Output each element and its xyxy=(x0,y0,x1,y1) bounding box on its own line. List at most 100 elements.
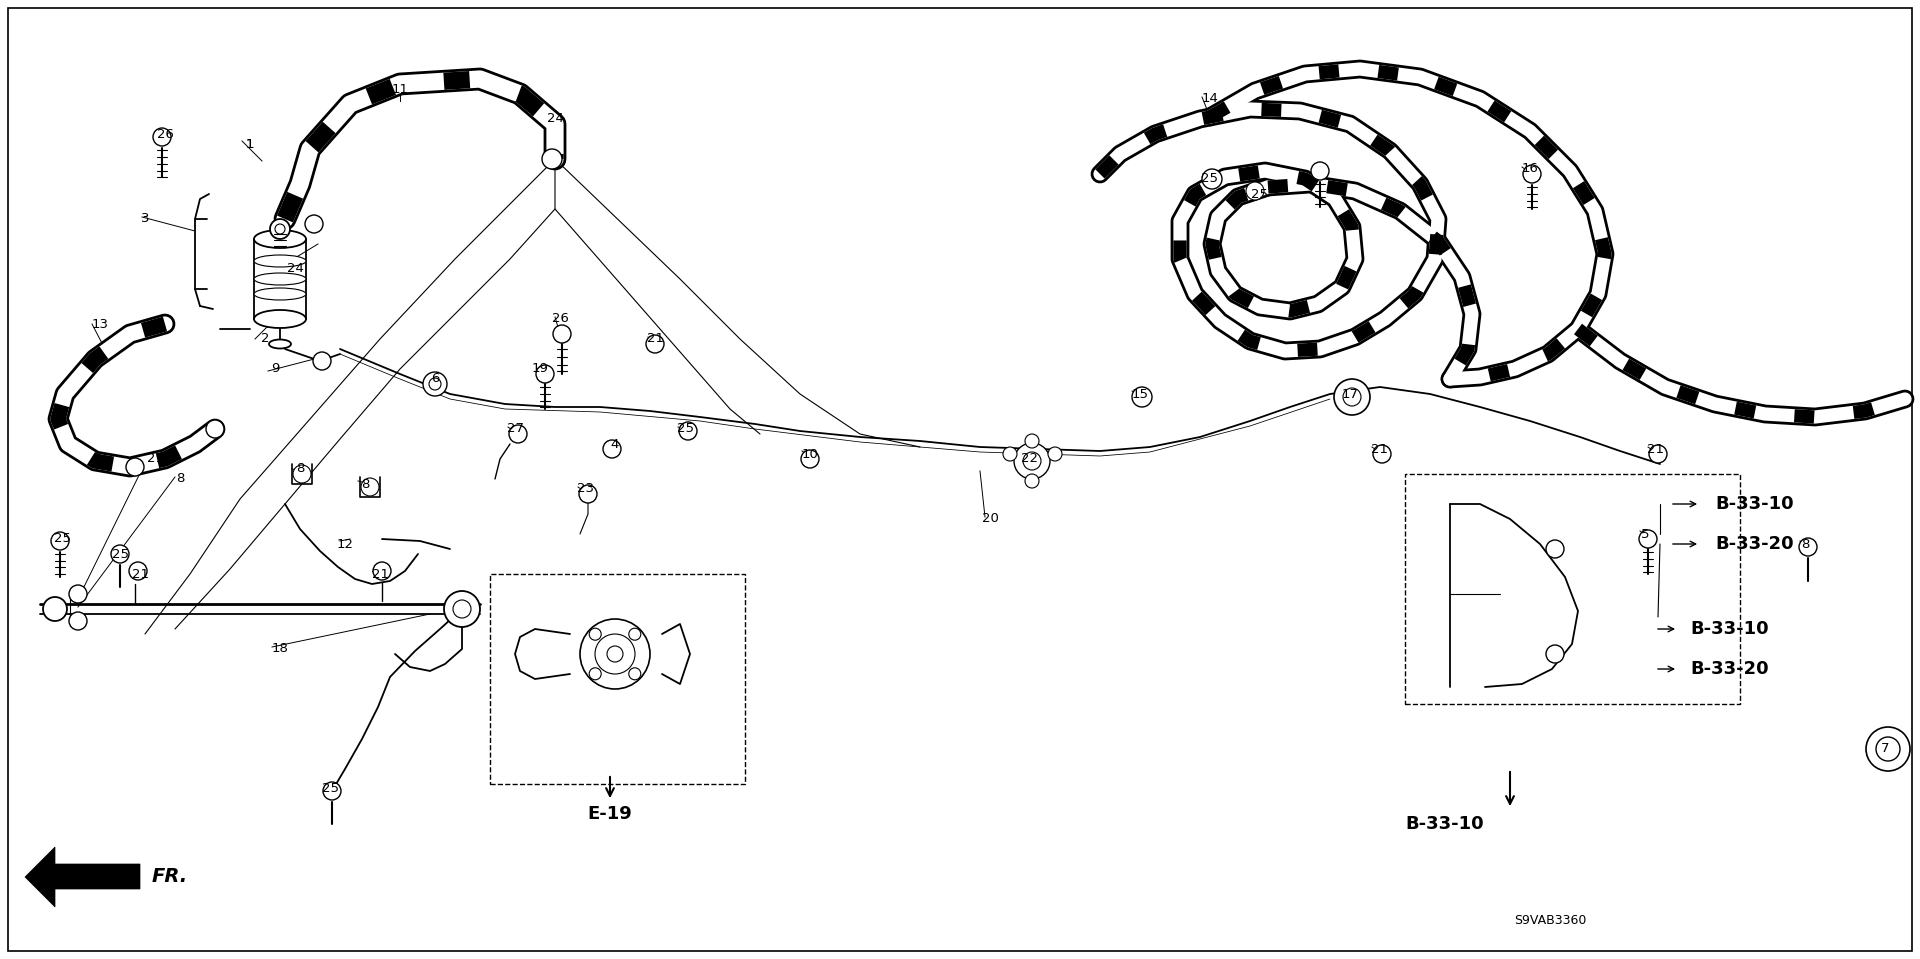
Circle shape xyxy=(275,224,284,234)
Text: 25: 25 xyxy=(321,783,338,796)
Circle shape xyxy=(69,612,86,630)
Circle shape xyxy=(52,532,69,550)
Circle shape xyxy=(553,325,570,343)
Circle shape xyxy=(1311,162,1329,180)
Circle shape xyxy=(1002,447,1018,461)
Text: B-33-20: B-33-20 xyxy=(1716,535,1795,553)
Polygon shape xyxy=(25,847,140,907)
Ellipse shape xyxy=(253,310,305,328)
Circle shape xyxy=(361,478,378,496)
Text: 1: 1 xyxy=(246,137,253,151)
Bar xyxy=(490,574,745,784)
Circle shape xyxy=(453,600,470,618)
Circle shape xyxy=(1373,445,1390,463)
Text: 6: 6 xyxy=(430,372,440,386)
Circle shape xyxy=(313,352,330,370)
Circle shape xyxy=(205,420,225,438)
Text: 27: 27 xyxy=(507,423,524,435)
Circle shape xyxy=(1866,727,1910,771)
Circle shape xyxy=(1014,443,1050,479)
Circle shape xyxy=(509,425,526,443)
Circle shape xyxy=(1342,388,1361,406)
Circle shape xyxy=(422,372,447,396)
Text: 8: 8 xyxy=(296,462,303,476)
Circle shape xyxy=(428,378,442,390)
Text: E-19: E-19 xyxy=(588,805,632,823)
Ellipse shape xyxy=(253,288,305,300)
Text: 21: 21 xyxy=(647,333,664,345)
Text: 14: 14 xyxy=(1202,92,1219,105)
Text: 17: 17 xyxy=(1342,387,1359,401)
Circle shape xyxy=(589,628,601,641)
Text: 13: 13 xyxy=(92,317,109,331)
Circle shape xyxy=(801,450,820,468)
Circle shape xyxy=(1334,379,1371,415)
Text: 7: 7 xyxy=(1882,742,1889,756)
Text: 10: 10 xyxy=(801,448,818,460)
Text: 3: 3 xyxy=(140,213,150,225)
Circle shape xyxy=(1246,182,1263,200)
Circle shape xyxy=(580,485,597,503)
Circle shape xyxy=(580,619,651,689)
Circle shape xyxy=(607,646,622,662)
Text: 19: 19 xyxy=(532,363,549,376)
Circle shape xyxy=(323,782,342,800)
Circle shape xyxy=(1133,387,1152,407)
Text: 24: 24 xyxy=(547,112,563,126)
Text: 22: 22 xyxy=(1021,453,1039,465)
Ellipse shape xyxy=(253,230,305,248)
Text: 2: 2 xyxy=(261,333,269,345)
Circle shape xyxy=(1640,530,1657,548)
Circle shape xyxy=(1546,540,1565,558)
Ellipse shape xyxy=(269,339,292,348)
Text: 8: 8 xyxy=(177,473,184,485)
Circle shape xyxy=(271,219,290,239)
Circle shape xyxy=(1023,452,1041,470)
Text: 23: 23 xyxy=(576,482,593,496)
Circle shape xyxy=(589,667,601,680)
Text: S9VAB3360: S9VAB3360 xyxy=(1513,915,1586,927)
Text: 25: 25 xyxy=(54,532,71,546)
Circle shape xyxy=(154,128,171,146)
Circle shape xyxy=(645,335,664,353)
Circle shape xyxy=(680,422,697,440)
Text: 25: 25 xyxy=(1202,173,1219,185)
Text: 25: 25 xyxy=(1252,188,1269,200)
Circle shape xyxy=(111,545,129,563)
Text: 21: 21 xyxy=(1371,442,1388,456)
Circle shape xyxy=(444,591,480,627)
Text: 9: 9 xyxy=(271,363,278,376)
Circle shape xyxy=(127,458,144,476)
Text: 21: 21 xyxy=(146,453,163,465)
Circle shape xyxy=(541,149,563,169)
Text: 12: 12 xyxy=(336,537,353,550)
Ellipse shape xyxy=(253,255,305,267)
Circle shape xyxy=(1799,538,1816,556)
Text: 26: 26 xyxy=(157,128,173,141)
Circle shape xyxy=(1546,645,1565,663)
Circle shape xyxy=(294,465,311,483)
Circle shape xyxy=(1202,169,1221,189)
Text: FR.: FR. xyxy=(152,868,188,886)
Circle shape xyxy=(1048,447,1062,461)
Text: B-33-20: B-33-20 xyxy=(1692,660,1770,678)
Text: 4: 4 xyxy=(611,437,618,451)
Text: 24: 24 xyxy=(286,263,303,275)
Ellipse shape xyxy=(253,273,305,285)
Text: 20: 20 xyxy=(981,512,998,526)
Circle shape xyxy=(628,667,641,680)
Text: B-33-10: B-33-10 xyxy=(1692,620,1770,638)
Text: 8: 8 xyxy=(1801,537,1809,550)
Circle shape xyxy=(603,440,620,458)
Circle shape xyxy=(1025,434,1039,448)
Circle shape xyxy=(372,562,392,580)
Circle shape xyxy=(69,585,86,603)
Circle shape xyxy=(628,628,641,641)
Circle shape xyxy=(305,215,323,233)
Text: 16: 16 xyxy=(1521,162,1538,175)
Text: 25: 25 xyxy=(676,423,693,435)
Circle shape xyxy=(1025,474,1039,488)
Text: 21: 21 xyxy=(1647,442,1663,456)
Circle shape xyxy=(1876,737,1901,761)
Text: B-33-10: B-33-10 xyxy=(1716,495,1795,513)
